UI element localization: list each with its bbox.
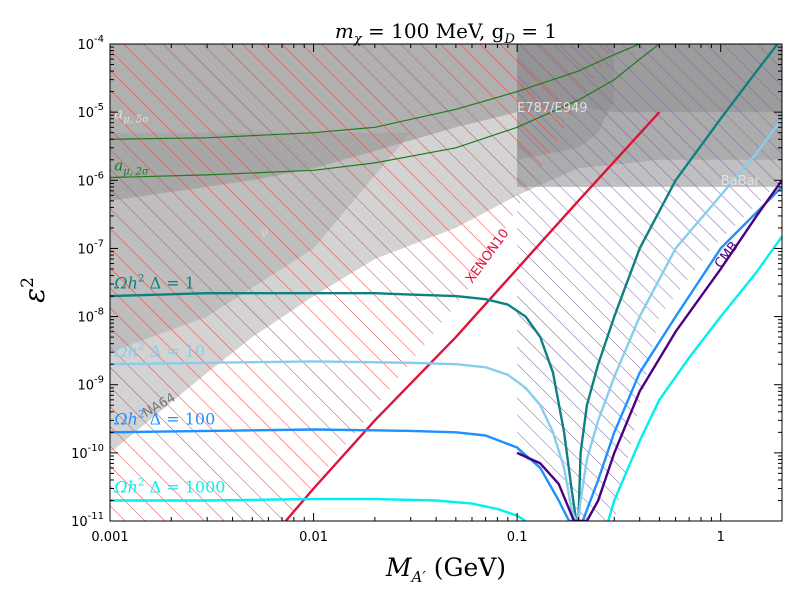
curve-h-1 (110, 44, 779, 521)
chart-title: mχ = 100 MeV, gD = 1 (335, 19, 557, 47)
hatch-na64-fixed-target (517, 44, 782, 521)
curve-h-10 (110, 117, 782, 521)
axes-frame (109, 43, 783, 522)
label-amu5: aμ, 5σ (114, 105, 149, 126)
y-tick-label: 10-8 (77, 307, 104, 326)
y-tick-label: 10-4 (77, 34, 104, 53)
curve-a-2-band (110, 44, 660, 179)
curve-h-1000-high-mass (607, 235, 782, 521)
label-nu: ν (261, 225, 268, 240)
y-tick-label: 10-10 (71, 443, 104, 462)
x-tick-label: 1 (717, 530, 725, 545)
label-babar: BaBar (721, 174, 761, 189)
x-tick-label: 0.1 (507, 530, 528, 545)
x-axis-label: MA′ (GeV) (385, 553, 506, 586)
curve-a-5-band (110, 44, 640, 140)
y-tick-label: 10-11 (71, 511, 104, 530)
label-omega1000: Ωh2 Δ = 1000 (113, 477, 225, 497)
y-tick-label: 10-6 (77, 170, 104, 189)
curve-xenon10 (284, 111, 661, 521)
x-tick-label: 0.01 (299, 530, 328, 545)
label-omega10: Ωh2 Δ = 10 (113, 340, 205, 360)
label-omega100: Ωh2 Δ = 100 (113, 409, 215, 429)
y-tick-label: 10-7 (77, 238, 104, 257)
curves-layer (110, 44, 782, 521)
x-tick-label: 0.001 (91, 530, 128, 545)
hatch-na64 (110, 44, 615, 521)
y-tick-label: 10-9 (77, 375, 104, 394)
label-omega1: Ωh2 Δ = 1 (113, 272, 195, 292)
label-amu2: aμ, 2σ (114, 156, 149, 177)
curve-cmb (516, 179, 782, 521)
curve-h-1000 (110, 497, 527, 521)
y-tick-label: 10-5 (77, 102, 104, 121)
curve-h-100 (110, 186, 782, 521)
ticks-layer: 0.001 0.01 0.1 1 10-11 10-10 10-9 10-8 10-7 10-6 1… (71, 34, 783, 545)
hatch-layer (110, 44, 782, 521)
y-axis-label: ε2 (18, 277, 51, 303)
label-e787: E787/E949 (517, 101, 587, 116)
